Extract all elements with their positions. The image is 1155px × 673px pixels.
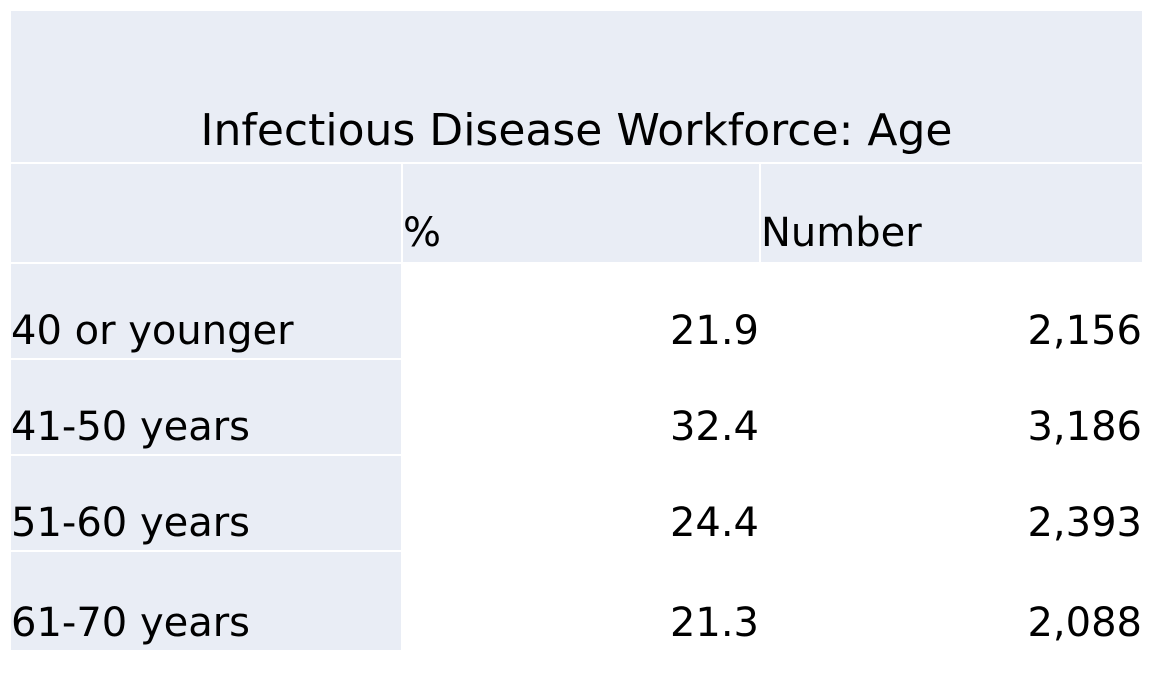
row-number-41-50: 3,186 — [1027, 404, 1142, 450]
row-percent-41-50: 32.4 — [669, 404, 759, 450]
row-percent-61-70: 21.3 — [669, 600, 759, 646]
row-number-40-or-younger: 2,156 — [1027, 308, 1142, 354]
row-label-61-70: 61-70 years — [11, 552, 401, 650]
row-number-61-70: 2,088 — [1027, 600, 1142, 646]
row-label-40-or-younger: 40 or younger — [11, 264, 401, 358]
header-number: Number — [761, 164, 1142, 262]
row-label-51-60: 51-60 years — [11, 456, 401, 550]
header-percent: % — [403, 164, 759, 262]
row-percent-51-60: 24.4 — [669, 500, 759, 546]
row-number-51-60: 2,393 — [1027, 500, 1142, 546]
header-label-cell — [11, 164, 401, 262]
table-title: Infectious Disease Workforce: Age — [11, 11, 1142, 162]
row-percent-40-or-younger: 21.9 — [669, 308, 759, 354]
row-label-41-50: 41-50 years — [11, 360, 401, 454]
